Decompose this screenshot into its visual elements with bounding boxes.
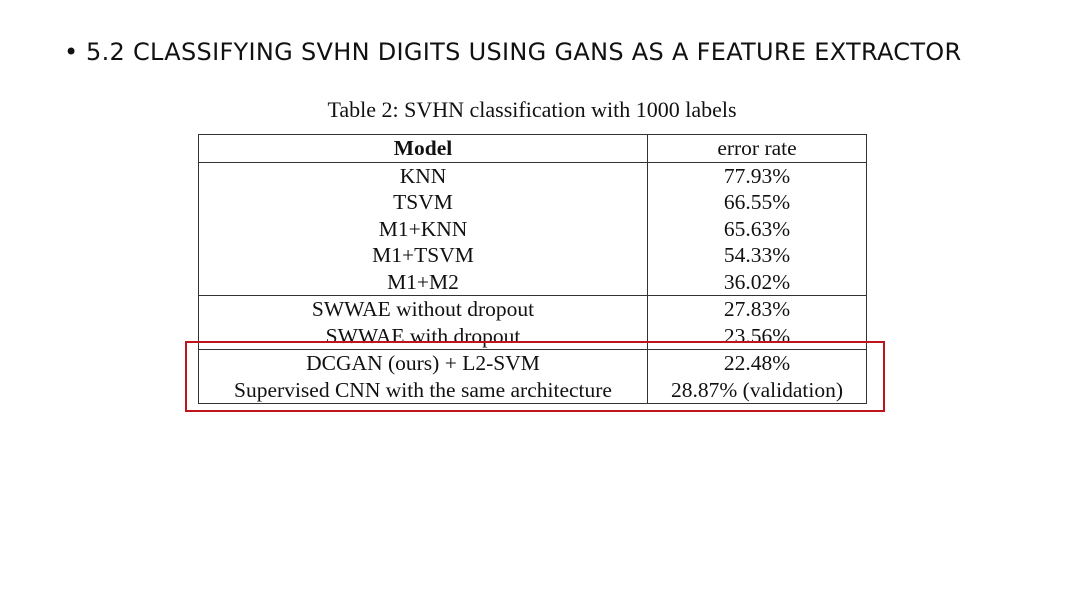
- model-cell: M1+TSVM: [198, 242, 648, 269]
- table-row: SWWAE without dropout 27.83%: [198, 295, 867, 323]
- model-cell: Supervised CNN with the same architectur…: [198, 376, 648, 404]
- table-row: M1+TSVM 54.33%: [198, 242, 867, 269]
- model-cell: KNN: [198, 162, 648, 189]
- table-header-row: Model error rate: [198, 134, 867, 163]
- table-row: TSVM 66.55%: [198, 189, 867, 216]
- error-rate-cell: 27.83%: [647, 295, 867, 323]
- slide-heading-text: 5.2 CLASSIFYING SVHN DIGITS USING GANS A…: [86, 38, 962, 66]
- table-row: M1+M2 36.02%: [198, 268, 867, 296]
- model-cell: M1+M2: [198, 268, 648, 296]
- column-header-model: Model: [198, 134, 648, 163]
- model-cell: TSVM: [198, 189, 648, 216]
- error-rate-cell: 65.63%: [647, 215, 867, 242]
- error-rate-cell: 54.33%: [647, 242, 867, 269]
- error-rate-cell: 23.56%: [647, 322, 867, 350]
- error-rate-cell: 22.48%: [647, 349, 867, 377]
- error-rate-cell: 36.02%: [647, 268, 867, 296]
- bullet-icon: •: [64, 38, 79, 66]
- table-row: SWWAE with dropout 23.56%: [198, 322, 867, 350]
- error-rate-cell: 66.55%: [647, 189, 867, 216]
- model-cell: M1+KNN: [198, 215, 648, 242]
- results-table: Model error rate KNN 77.93% TSVM 66.55% …: [198, 134, 867, 404]
- table-caption: Table 2: SVHN classification with 1000 l…: [327, 97, 737, 122]
- column-header-error-rate: error rate: [647, 134, 867, 163]
- slide-heading: • 5.2 CLASSIFYING SVHN DIGITS USING GANS …: [64, 38, 961, 66]
- table-row: KNN 77.93%: [198, 162, 867, 189]
- model-cell: SWWAE with dropout: [198, 322, 648, 350]
- model-cell: SWWAE without dropout: [198, 295, 648, 323]
- model-cell: DCGAN (ours) + L2-SVM: [198, 349, 648, 377]
- table-row: M1+KNN 65.63%: [198, 215, 867, 242]
- table-row: DCGAN (ours) + L2-SVM 22.48%: [198, 349, 867, 377]
- error-rate-cell: 28.87% (validation): [647, 376, 867, 404]
- table-row: Supervised CNN with the same architectur…: [198, 376, 867, 404]
- error-rate-cell: 77.93%: [647, 162, 867, 189]
